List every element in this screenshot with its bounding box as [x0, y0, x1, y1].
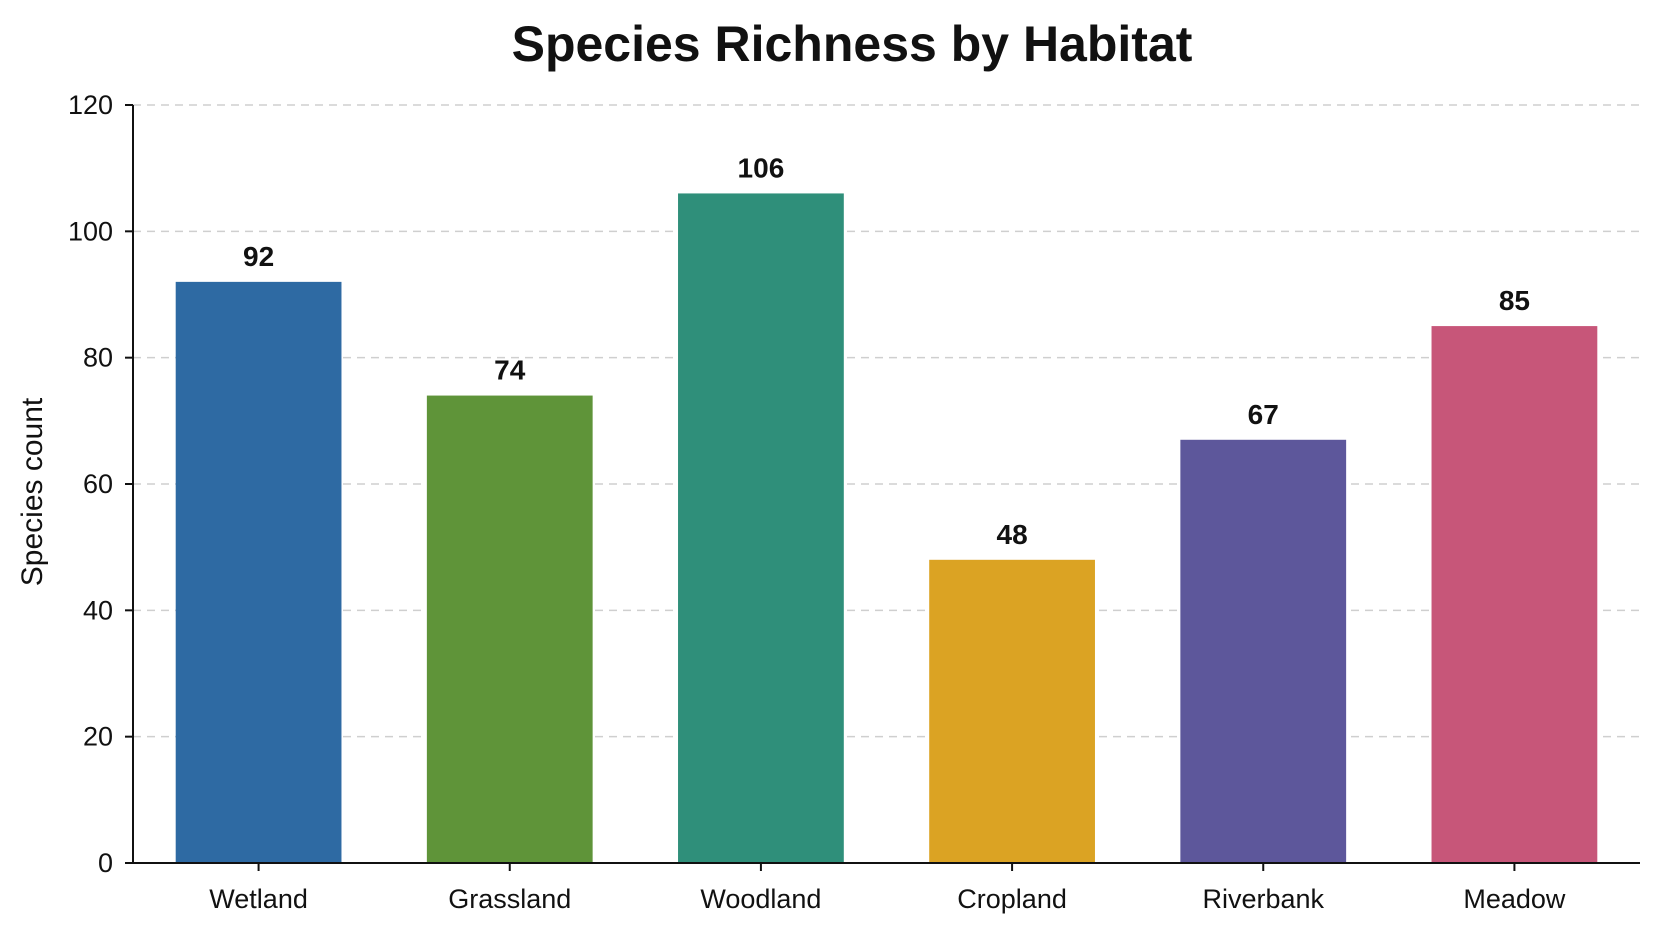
bar-riverbank [1180, 439, 1347, 863]
x-tick-label-meadow: Meadow [1463, 884, 1566, 914]
data-label-cropland: 48 [997, 519, 1028, 550]
data-labels: 92 74 106 48 67 85 [243, 152, 1530, 549]
y-tick-label-2: 40 [83, 595, 113, 625]
bar-grassland [426, 395, 593, 863]
chart-title: Species Richness by Habitat [512, 16, 1193, 72]
data-label-woodland: 106 [738, 152, 785, 183]
y-tick-label-0: 0 [98, 848, 113, 878]
x-tick-label-woodland: Woodland [700, 884, 821, 914]
y-tick-label-5: 100 [68, 216, 113, 246]
bar-meadow [1431, 326, 1598, 863]
axis-ticks: 0 20 40 60 80 100 120 Wetland Grassland Woodland C… [68, 90, 1566, 914]
data-label-riverbank: 67 [1248, 399, 1279, 430]
y-tick-label-6: 120 [68, 90, 113, 120]
bars [175, 193, 1598, 863]
bar-wetland [175, 281, 342, 863]
grid-lines [133, 104, 1640, 738]
x-tick-label-cropland: Cropland [957, 884, 1067, 914]
data-label-wetland: 92 [243, 241, 274, 272]
x-tick-label-riverbank: Riverbank [1202, 884, 1324, 914]
y-tick-label-1: 20 [83, 722, 113, 752]
bar-woodland [678, 193, 844, 863]
data-label-meadow: 85 [1499, 285, 1530, 316]
bar-cropland [929, 559, 1095, 863]
x-tick-label-grassland: Grassland [448, 884, 571, 914]
y-tick-label-3: 60 [83, 469, 113, 499]
data-label-grassland: 74 [494, 355, 526, 386]
y-tick-label-4: 80 [83, 343, 113, 373]
x-tick-label-wetland: Wetland [209, 884, 308, 914]
y-axis-label: Species count [16, 397, 49, 586]
